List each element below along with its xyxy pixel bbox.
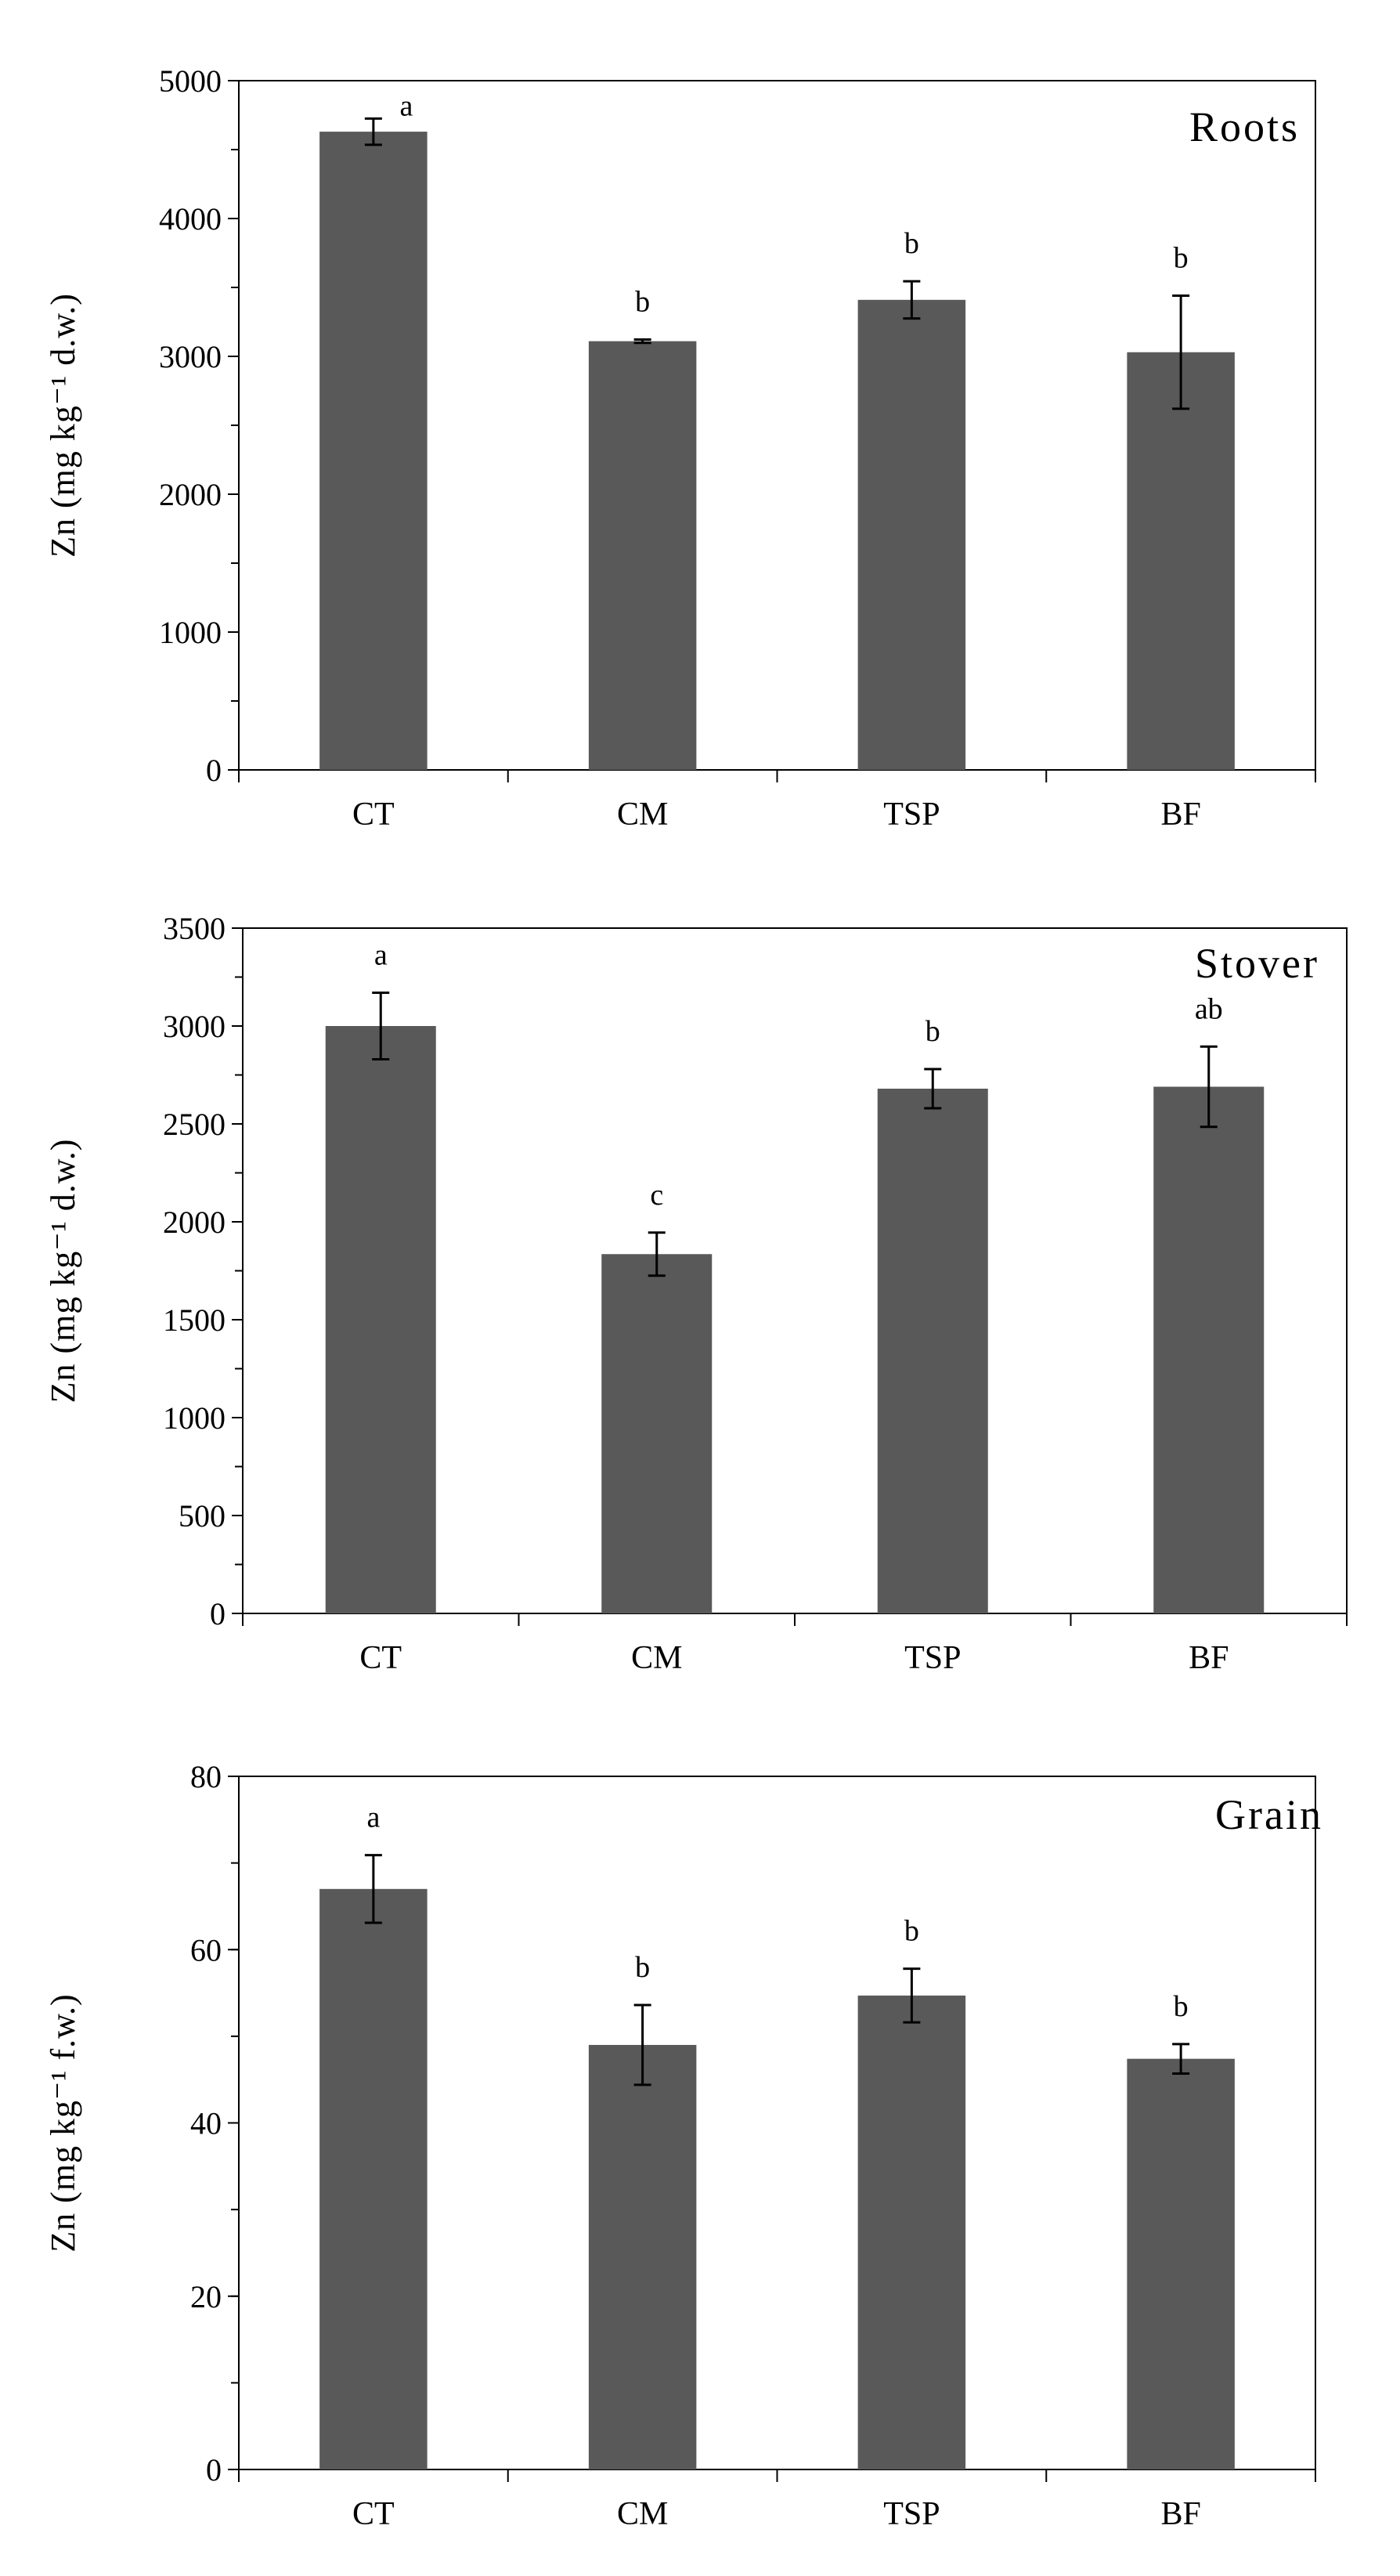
y-tick-label: 4000 <box>159 201 222 237</box>
bar-bf <box>1153 1086 1265 1613</box>
bar-bf <box>1127 2058 1235 2469</box>
chart-panel-grain: 0 20 40 60 80 a CT b CM b TSP b BF Grain Zn (mg kg⁻¹ f… <box>44 1759 1323 2532</box>
chart-panel-roots: 0 1000 2000 3000 4000 5000 a CT b CM b TSP b BF Roots Z… <box>44 63 1316 833</box>
x-tick-label-tsp: TSP <box>904 1640 961 1676</box>
significance-letter: ab <box>1195 992 1223 1025</box>
y-tick-label: 0 <box>206 2452 222 2487</box>
x-tick-label-bf: BF <box>1189 1640 1229 1676</box>
bar-tsp <box>857 299 966 771</box>
bar-bf <box>1127 352 1235 771</box>
bar-tsp <box>857 1995 966 2469</box>
y-tick-label: 0 <box>206 753 222 788</box>
x-tick-label-ct: CT <box>352 797 395 833</box>
x-tick-label-cm: CM <box>631 1640 682 1676</box>
significance-letter: b <box>904 227 919 260</box>
y-axis-label: Zn (mg kg⁻¹ f.w.) <box>44 1993 82 2252</box>
significance-letter: a <box>374 939 388 972</box>
y-tick-label: 0 <box>210 1596 226 1631</box>
bar-tsp <box>877 1089 988 1613</box>
significance-letter: b <box>1174 1990 1189 2023</box>
x-tick-label-tsp: TSP <box>883 797 940 833</box>
significance-letter: b <box>635 286 650 319</box>
x-tick-label-tsp: TSP <box>883 2496 940 2532</box>
significance-letter: a <box>399 89 413 122</box>
x-tick-label-bf: BF <box>1160 2496 1200 2532</box>
y-tick-label: 20 <box>190 2279 222 2314</box>
significance-letter: b <box>904 1915 919 1948</box>
significance-letter: a <box>366 1801 380 1834</box>
bar-ct <box>325 1026 436 1613</box>
y-axis-label: Zn (mg kg⁻¹ d.w.) <box>44 293 82 558</box>
bar-ct <box>319 1888 428 2469</box>
chart-title: Stover <box>1195 940 1319 987</box>
significance-letter: b <box>926 1015 940 1048</box>
y-tick-label: 60 <box>190 1932 222 1967</box>
significance-letter: c <box>650 1179 663 1212</box>
y-tick-label: 2000 <box>163 1205 226 1240</box>
bar-cm <box>588 2044 697 2469</box>
y-tick-label: 2500 <box>163 1107 226 1142</box>
bar-ct <box>319 132 428 770</box>
bar-cm <box>601 1254 713 1613</box>
significance-letter: b <box>1174 242 1189 275</box>
y-axis-label: Zn (mg kg⁻¹ d.w.) <box>44 1139 82 1404</box>
x-tick-label-cm: CM <box>617 2496 668 2532</box>
y-tick-label: 3000 <box>159 339 222 374</box>
x-tick-label-cm: CM <box>617 797 668 833</box>
y-tick-label: 40 <box>190 2106 222 2141</box>
y-tick-label: 3000 <box>163 1009 226 1044</box>
y-tick-label: 3500 <box>163 911 226 946</box>
y-tick-label: 1000 <box>159 615 222 650</box>
x-tick-label-ct: CT <box>359 1640 402 1676</box>
chart-title: Grain <box>1215 1791 1323 1838</box>
chart-panel-stover: 0 500 1000 1500 2000 2500 3000 3500 a CT c CM b TSP ab… <box>44 911 1348 1676</box>
y-tick-label: 80 <box>190 1759 222 1794</box>
y-tick-label: 2000 <box>159 477 222 512</box>
bar-cm <box>588 341 697 770</box>
y-tick-label: 500 <box>179 1498 226 1534</box>
x-tick-label-bf: BF <box>1160 797 1200 833</box>
y-tick-label: 1500 <box>163 1302 226 1338</box>
x-tick-label-ct: CT <box>352 2496 395 2532</box>
y-tick-label: 5000 <box>159 63 222 99</box>
significance-letter: b <box>635 1951 650 1984</box>
chart-title: Roots <box>1189 103 1300 150</box>
y-tick-label: 1000 <box>163 1400 226 1436</box>
